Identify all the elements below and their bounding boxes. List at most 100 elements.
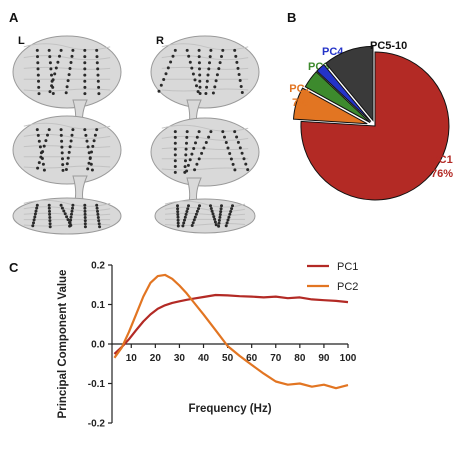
electrode-contact [48,55,52,59]
electrode-contact [61,168,65,172]
electrode-contact [58,54,61,58]
gyrus-line [164,212,246,216]
electrode-contact [65,162,69,166]
electrode-contact [238,146,242,150]
electrode-contact [235,60,239,64]
electrode-contact [184,159,187,163]
electrode-contact [68,67,72,70]
electrode-contact [209,130,213,134]
electrode-contact [226,146,230,150]
brain-right-lateral [150,35,260,125]
electrode-contact [176,221,180,225]
electrode-contact [71,206,74,210]
electrode-contact [41,150,45,154]
electrode-contact [83,206,87,210]
electrode-contact [65,215,69,219]
electrode-contact [69,218,73,222]
electrode-contact [235,135,239,139]
electrode-contact [66,156,70,160]
gyrus-line [23,133,111,139]
x-tick-label: 30 [174,353,186,364]
electrode-contact [90,150,93,154]
electrode-contact [97,85,101,89]
cortex-surface [12,35,122,109]
electrode-contact [85,139,89,143]
electrode-contact [212,215,216,219]
x-tick-label: 50 [222,353,234,364]
electrode-contact [60,151,64,155]
electrode-contact [220,204,223,208]
electrode-contact [213,220,217,224]
electrode-contact [188,60,192,64]
electrode-contact [93,133,97,137]
electrode-contact [83,219,87,223]
electrode-contact [193,168,197,172]
electrode-contact [53,72,57,76]
electrode-contact [64,168,68,171]
electrode-contact [214,223,218,227]
electrode-contact [60,206,64,210]
y-tick-label: 0.1 [91,300,105,311]
electrode-contact [83,55,87,59]
electrode-contact [204,92,208,95]
electrode-contact [41,162,45,166]
electrode-contact [56,60,60,64]
electrode-contact [37,92,41,96]
electrode-contact [37,161,41,165]
electrode-contact [176,224,180,228]
left-hemisphere-label: L [18,35,25,47]
electrode-contact [32,221,35,225]
electrode-contact [49,67,53,71]
electrode-contact [224,141,228,144]
electrode-contact [195,162,199,166]
x-tick-label: 40 [198,353,210,364]
electrode-contact [217,221,221,225]
electrode-contact [190,152,194,156]
electrode-contact [185,169,189,173]
x-tick-label: 20 [150,353,162,364]
electrode-contact [32,218,36,222]
brainstem [186,177,202,203]
electrode-contact [236,66,240,70]
electrode-contact [96,209,99,213]
electrode-contact [225,221,229,225]
gyrus-line [164,223,246,226]
electrode-contact [195,209,199,213]
electrode-contact [206,73,210,77]
x-tick-label: 80 [294,353,306,364]
electrode-contact [186,207,190,211]
electrode-contact [207,135,211,139]
brain-right-ventral [154,198,256,234]
electrode-contact [38,145,42,149]
gyrus-line [23,223,111,227]
electrode-contact [83,79,87,83]
electrode-contact [62,209,66,213]
y-axis-title: Principal Component Value [57,270,69,419]
electrode-contact [35,206,39,210]
electrode-contact [67,150,71,154]
electrode-contact [95,203,99,207]
electrode-contact [59,203,63,207]
electrode-contact [97,219,101,223]
electrode-contact [233,130,237,134]
y-tick-label: 0.0 [91,340,105,351]
electrode-contact [48,216,52,219]
electrode-contact [92,139,96,143]
electrode-contact [192,147,196,150]
electrode-contact [35,48,39,52]
electrode-contact [50,73,53,77]
pie-slice-pc3 [304,71,371,123]
electrode-contact [209,207,213,210]
electrode-contact [95,55,99,59]
electrode-contact [51,92,55,95]
electrode-contact [240,151,244,155]
electrode-contact [48,222,52,226]
gyrus-line [161,167,249,171]
electrode-contact [185,141,188,145]
electrode-contact [219,207,223,211]
electrode-contact [42,168,46,172]
electrode-contact [197,207,200,211]
y-tick-label: -0.1 [88,379,106,390]
electrode-contact [209,204,212,208]
electrode-contact [205,79,209,83]
